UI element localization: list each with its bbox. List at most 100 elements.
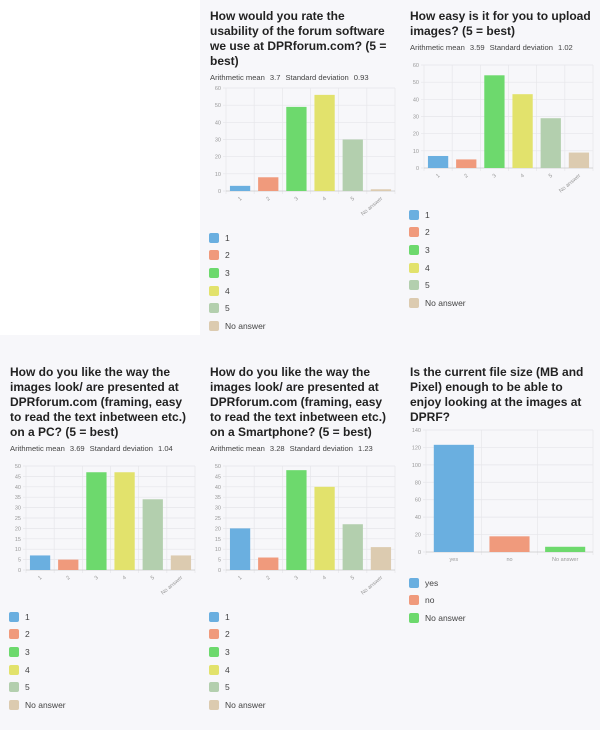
x-tick-label: No answer <box>360 196 384 218</box>
legend-item[interactable]: 2 <box>209 247 394 265</box>
x-tick-label: 1 <box>435 173 441 180</box>
bar-3 <box>286 106 307 191</box>
legend-label: 4 <box>425 262 430 273</box>
legend-item[interactable]: 5 <box>209 678 394 696</box>
y-tick-label: 60 <box>215 86 221 92</box>
y-tick-label: 20 <box>215 526 221 532</box>
chart-title: Is the current file size (MB and Pixel) … <box>410 365 584 424</box>
sd-label: Standard deviation <box>285 73 349 82</box>
legend-item[interactable]: 5 <box>209 299 394 317</box>
y-tick-label: 45 <box>15 474 21 480</box>
bar-4 <box>114 472 135 570</box>
legend-swatch <box>409 577 419 588</box>
legend-item[interactable]: No answer <box>409 294 594 312</box>
mean-value: 3.7 <box>269 73 281 82</box>
legend-item[interactable]: No answer <box>209 317 394 335</box>
sd-value: 1.02 <box>557 43 573 52</box>
legend-item[interactable]: 3 <box>409 241 594 259</box>
legend-item[interactable]: No answer <box>409 609 594 627</box>
bar-1 <box>427 155 449 168</box>
legend-item[interactable]: No answer <box>209 696 394 714</box>
y-tick-label: 50 <box>215 464 221 470</box>
legend-swatch <box>9 699 19 710</box>
legend-item[interactable]: 1 <box>409 206 594 224</box>
legend-item[interactable]: 1 <box>209 608 394 626</box>
legend-label: 4 <box>225 664 230 675</box>
legend-item[interactable]: 3 <box>9 643 194 661</box>
y-tick-label: 40 <box>415 515 421 521</box>
y-tick-label: 20 <box>215 155 221 161</box>
x-tick-label: 1 <box>237 196 243 203</box>
y-tick-label: 10 <box>215 172 221 178</box>
x-tick-label: 4 <box>520 173 526 180</box>
x-tick-label: 4 <box>322 575 328 582</box>
x-tick-label: yes <box>450 557 459 563</box>
legend-swatch <box>9 629 19 640</box>
y-tick-label: 0 <box>18 568 21 574</box>
legend-label: No answer <box>225 320 266 331</box>
bar-plot: 0 10 20 30 40 50 60 1 2 3 4 5 No answer <box>413 63 594 195</box>
y-tick-label: 15 <box>215 537 221 543</box>
y-tick-label: 30 <box>15 506 21 512</box>
y-tick-label: 25 <box>215 516 221 522</box>
legend-label: 5 <box>225 303 230 314</box>
y-tick-label: 35 <box>215 495 221 501</box>
y-tick-label: 50 <box>215 103 221 109</box>
bar-plot: 0 10 20 30 40 50 60 1 2 3 4 5 No answer <box>215 86 396 218</box>
legend-label: No answer <box>225 699 266 710</box>
bar-no-answer <box>170 555 192 570</box>
y-tick-label: 30 <box>215 506 221 512</box>
legend-label: No answer <box>25 699 66 710</box>
x-tick-label: No answer <box>558 173 582 195</box>
x-tick-label: 2 <box>265 196 271 203</box>
legend-label: 1 <box>25 611 30 622</box>
legend-label: 1 <box>225 611 230 622</box>
x-tick-label: No answer <box>160 575 184 597</box>
legend-item[interactable]: no <box>409 592 594 610</box>
legend-item[interactable]: yes <box>409 574 594 592</box>
legend-swatch <box>209 664 219 675</box>
legend-swatch <box>409 595 419 606</box>
x-tick-label: No answer <box>360 575 384 597</box>
y-tick-label: 5 <box>18 558 21 564</box>
legend-item[interactable]: No answer <box>9 696 194 714</box>
x-tick-label: 3 <box>93 575 99 582</box>
legend-item[interactable]: 5 <box>9 678 194 696</box>
bar-no-answer <box>370 189 392 191</box>
y-tick-label: 60 <box>413 63 419 69</box>
legend-swatch <box>209 303 219 314</box>
legend-item[interactable]: 1 <box>9 608 194 626</box>
legend-label: yes <box>425 577 439 588</box>
legend-label: 3 <box>425 244 430 255</box>
legend-item[interactable]: 2 <box>9 626 194 644</box>
legend-label: 3 <box>225 267 230 278</box>
legend-item[interactable]: 4 <box>209 282 394 300</box>
legend-swatch <box>209 646 219 657</box>
y-tick-label: 60 <box>415 498 421 504</box>
chart-stats: Arithmetic mean 3.28 Standard deviation 1.2… <box>210 444 394 454</box>
bar-4 <box>314 486 335 570</box>
y-tick-label: 30 <box>215 138 221 144</box>
mean-value: 3.28 <box>269 444 285 453</box>
legend-item[interactable]: 3 <box>209 264 394 282</box>
legend-item[interactable]: 2 <box>209 626 394 644</box>
x-tick-label: 2 <box>65 575 71 582</box>
x-tick-label: no <box>506 557 512 563</box>
legend-item[interactable]: 4 <box>9 661 194 679</box>
legend-item[interactable]: 5 <box>409 276 594 294</box>
empty-panel <box>0 0 200 335</box>
legend-swatch <box>409 227 419 238</box>
legend-swatch <box>9 611 19 622</box>
mean-value: 3.59 <box>469 43 485 52</box>
y-tick-label: 15 <box>15 537 21 543</box>
x-tick-label: 5 <box>350 196 356 203</box>
legend-item[interactable]: 4 <box>209 661 394 679</box>
bar-4 <box>512 94 533 168</box>
legend-item[interactable]: 3 <box>209 643 394 661</box>
legend-item[interactable]: 1 <box>209 229 394 247</box>
bar-no <box>489 536 530 552</box>
legend-item[interactable]: 4 <box>409 259 594 277</box>
x-tick-label: 5 <box>350 575 356 582</box>
legend-item[interactable]: 2 <box>409 224 594 242</box>
